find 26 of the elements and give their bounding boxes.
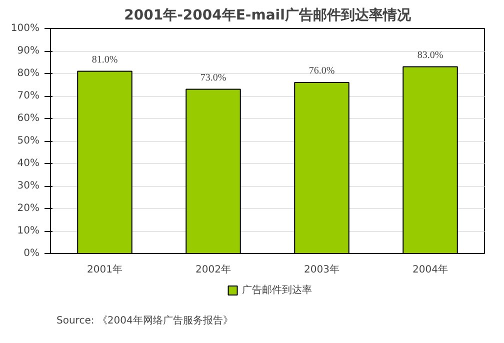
x-tick-label: 2003年 <box>304 264 340 276</box>
data-label: 81.0% <box>92 54 118 66</box>
y-tick-label: 80% <box>17 68 40 79</box>
legend-label: 广告邮件到达率 <box>242 284 312 296</box>
data-label: 76.0% <box>308 66 335 76</box>
x-tick-label: 2002年 <box>196 264 231 276</box>
bar <box>402 66 458 254</box>
y-tick-label: 0% <box>24 248 40 259</box>
data-label: 73.0% <box>200 72 226 84</box>
x-tick-label: 2001年 <box>87 264 122 276</box>
x-tick-label: 2004年 <box>412 264 448 276</box>
bar <box>294 82 350 254</box>
y-tick-label: 60% <box>17 113 40 124</box>
y-tick-label: 40% <box>17 158 40 169</box>
y-tick-label: 10% <box>17 226 40 236</box>
chart-title: 2001年-2004年E-mail广告邮件到达率情况 <box>124 6 412 24</box>
y-tick-label: 100% <box>10 23 40 34</box>
y-tick-label: 50% <box>17 136 40 146</box>
y-tick-label: 90% <box>17 46 40 56</box>
y-tick-label: 20% <box>17 203 40 214</box>
data-label: 83.0% <box>417 50 444 61</box>
bar <box>77 70 132 254</box>
bar <box>186 88 241 254</box>
source-note: Source: 《2004年网络广告服务报告》 <box>56 314 233 326</box>
y-tick-label: 30% <box>17 180 40 192</box>
y-tick-label: 70% <box>17 90 40 102</box>
